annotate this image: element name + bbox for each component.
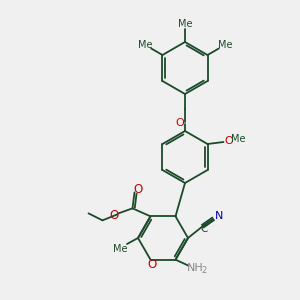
- Text: O: O: [109, 209, 118, 222]
- Text: O: O: [134, 183, 143, 196]
- Text: Me: Me: [218, 40, 232, 50]
- Text: N: N: [215, 211, 223, 221]
- Text: C: C: [200, 224, 208, 234]
- Text: O: O: [224, 136, 233, 146]
- Text: Me: Me: [178, 19, 192, 29]
- Text: NH: NH: [187, 263, 204, 273]
- Text: Me: Me: [231, 134, 246, 144]
- Text: 2: 2: [202, 266, 207, 275]
- Text: O: O: [147, 258, 156, 271]
- Text: Me: Me: [138, 40, 152, 50]
- Text: O: O: [176, 118, 184, 128]
- Text: Me: Me: [113, 244, 127, 254]
